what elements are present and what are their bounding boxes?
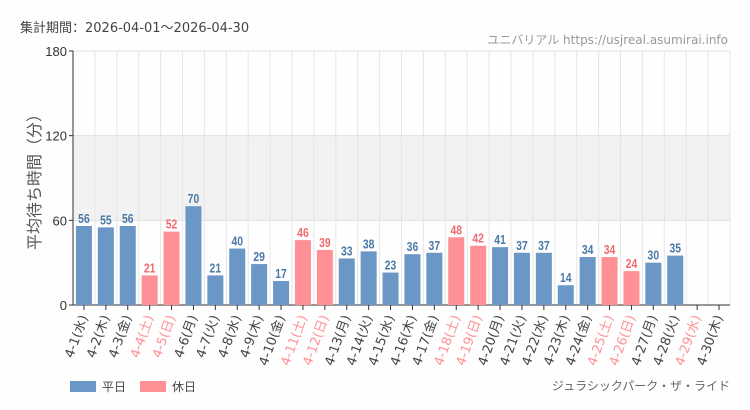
legend-label: 休日 (172, 380, 197, 394)
bar (251, 264, 268, 305)
bar (185, 206, 202, 305)
bar (470, 245, 487, 305)
legend-holiday[interactable]: 休日 (140, 378, 196, 395)
bar (207, 275, 224, 305)
data-label: 37 (516, 239, 528, 253)
bar (557, 285, 574, 305)
bar (294, 240, 311, 305)
data-label: 55 (100, 213, 112, 227)
data-label: 37 (538, 239, 550, 253)
data-label: 42 (472, 232, 484, 246)
data-label: 33 (341, 244, 353, 258)
data-label: 24 (626, 257, 638, 271)
bar (273, 281, 290, 305)
bar (316, 249, 333, 305)
data-label: 30 (648, 249, 660, 263)
data-label: 21 (144, 261, 156, 275)
y-tick-label: 180 (45, 44, 67, 59)
data-label: 29 (253, 250, 265, 264)
data-label: 38 (363, 237, 375, 251)
data-label: 48 (450, 223, 462, 237)
site-credit: ユニバリアル https://usjreal.asumirai.info (487, 33, 728, 47)
bar (404, 254, 421, 305)
legend-swatch (140, 381, 167, 392)
legend-swatch (70, 381, 96, 392)
bar (667, 255, 684, 305)
data-label: 21 (210, 261, 222, 275)
data-label: 56 (78, 212, 90, 226)
data-label: 14 (560, 271, 572, 285)
bar (601, 257, 618, 305)
bar (75, 225, 92, 305)
data-label: 40 (231, 235, 243, 249)
bar (645, 262, 662, 305)
legend-weekday[interactable]: 平日 (70, 378, 126, 395)
data-label: 35 (669, 242, 681, 256)
bar (382, 272, 399, 305)
data-label: 23 (385, 259, 397, 273)
bar (163, 231, 180, 305)
y-tick-label: 0 (60, 298, 67, 313)
attraction-name: ジュラシックパーク・ザ・ライド (551, 379, 730, 393)
bar (579, 257, 596, 305)
bar (448, 237, 465, 305)
bar (360, 251, 377, 305)
data-label: 34 (582, 243, 594, 257)
data-label: 36 (407, 240, 419, 254)
y-tick-label: 60 (53, 213, 67, 228)
data-label: 39 (319, 236, 331, 250)
bar (513, 252, 530, 305)
legend-label: 平日 (102, 380, 127, 394)
period-label: 集計期間：2026-04-01～2026-04-30 (20, 21, 250, 36)
legend: 平日 休日 (70, 378, 196, 395)
bar (141, 275, 158, 305)
bar (229, 248, 246, 305)
data-label: 70 (188, 192, 200, 206)
bar (119, 225, 136, 305)
data-label: 41 (494, 233, 506, 247)
data-label: 37 (429, 239, 441, 253)
bar (338, 258, 355, 305)
data-label: 56 (122, 212, 134, 226)
y-tick-label: 120 (45, 129, 67, 144)
bar (535, 252, 552, 305)
bar (492, 247, 509, 305)
data-label: 52 (166, 218, 178, 232)
data-label: 34 (604, 243, 616, 257)
bar (426, 252, 443, 305)
bar (623, 271, 640, 305)
data-label: 46 (297, 226, 309, 240)
bar (97, 227, 114, 305)
data-label: 17 (275, 267, 287, 281)
